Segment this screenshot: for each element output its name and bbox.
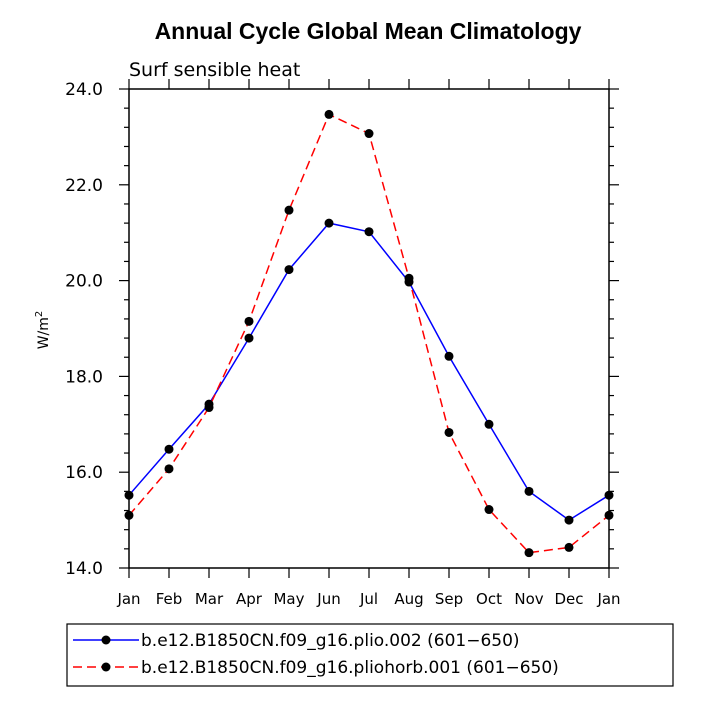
x-tick-label: Jun: [316, 590, 340, 608]
data-point-series1-11: [564, 542, 574, 552]
data-point-series0-1: [164, 444, 174, 454]
x-tick-label: Oct: [476, 590, 502, 608]
data-point-series0-10: [524, 486, 534, 496]
y-axis-label: W/m2: [34, 311, 52, 350]
data-point-series0-12: [604, 490, 614, 500]
x-tick-label: Jan: [116, 590, 140, 608]
data-point-series0-3: [244, 333, 254, 343]
data-point-series1-10: [524, 548, 534, 558]
y-axis: 14.0 16.0 18.0 20.0 22.0 24.0: [65, 80, 619, 579]
legend-marker-plio: [101, 635, 111, 645]
y-tick-label: 24.0: [65, 80, 103, 100]
data-point-series0-6: [364, 227, 374, 237]
chart-subtitle: Surf sensible heat: [129, 59, 300, 81]
series-line-1: [128, 113, 610, 554]
y-tick-label: 16.0: [65, 463, 103, 483]
data-point-series1-6: [364, 129, 374, 139]
legend: b.e12.B1850CN.f09_g16.plio.002 (601−650)…: [73, 631, 559, 678]
plot-frame: [128, 88, 610, 569]
data-point-series1-9: [484, 505, 494, 515]
data-point-series0-9: [484, 419, 494, 429]
legend-box: [66, 623, 674, 687]
y-tick-label: 18.0: [65, 367, 103, 387]
y-tick-label: 22.0: [65, 176, 103, 196]
chart-title: Annual Cycle Global Mean Climatology: [155, 18, 582, 44]
legend-marker-pliohorb: [101, 662, 111, 672]
x-tick-label: Sep: [435, 590, 463, 608]
legend-label-plio: b.e12.B1850CN.f09_g16.plio.002 (601−650): [141, 631, 520, 651]
data-point-series1-8: [444, 427, 454, 437]
data-point-series1-1: [164, 464, 174, 474]
x-axis: Jan Feb Mar Apr May Jun Jul Aug Sep Oct Nov Dec Jan: [116, 79, 621, 608]
x-tick-label: Nov: [514, 590, 543, 608]
x-tick-label: Jan: [596, 590, 620, 608]
series-layer: [124, 109, 614, 558]
data-point-series1-3: [244, 316, 254, 326]
data-point-series1-12: [604, 510, 614, 520]
data-point-series0-5: [324, 218, 334, 228]
x-tick-label: Jul: [359, 590, 378, 608]
data-point-series1-7: [404, 273, 414, 283]
data-point-series1-5: [324, 109, 334, 119]
x-tick-label: May: [273, 590, 304, 608]
data-point-series0-8: [444, 351, 454, 361]
x-tick-label: Mar: [195, 590, 224, 608]
y-tick-label: 14.0: [65, 559, 103, 579]
data-point-series1-0: [124, 510, 134, 520]
data-point-series0-11: [564, 515, 574, 525]
data-point-series1-2: [204, 403, 214, 413]
x-tick-label: Aug: [394, 590, 423, 608]
data-point-series1-4: [284, 205, 294, 215]
x-tick-label: Dec: [554, 590, 583, 608]
series-line-0: [128, 222, 610, 522]
y-tick-label: 20.0: [65, 272, 103, 292]
data-point-series0-0: [124, 490, 134, 500]
x-tick-label: Apr: [236, 590, 263, 608]
legend-label-pliohorb: b.e12.B1850CN.f09_g16.pliohorb.001 (601−…: [141, 658, 559, 678]
data-point-series0-4: [284, 265, 294, 275]
x-tick-label: Feb: [156, 590, 183, 608]
